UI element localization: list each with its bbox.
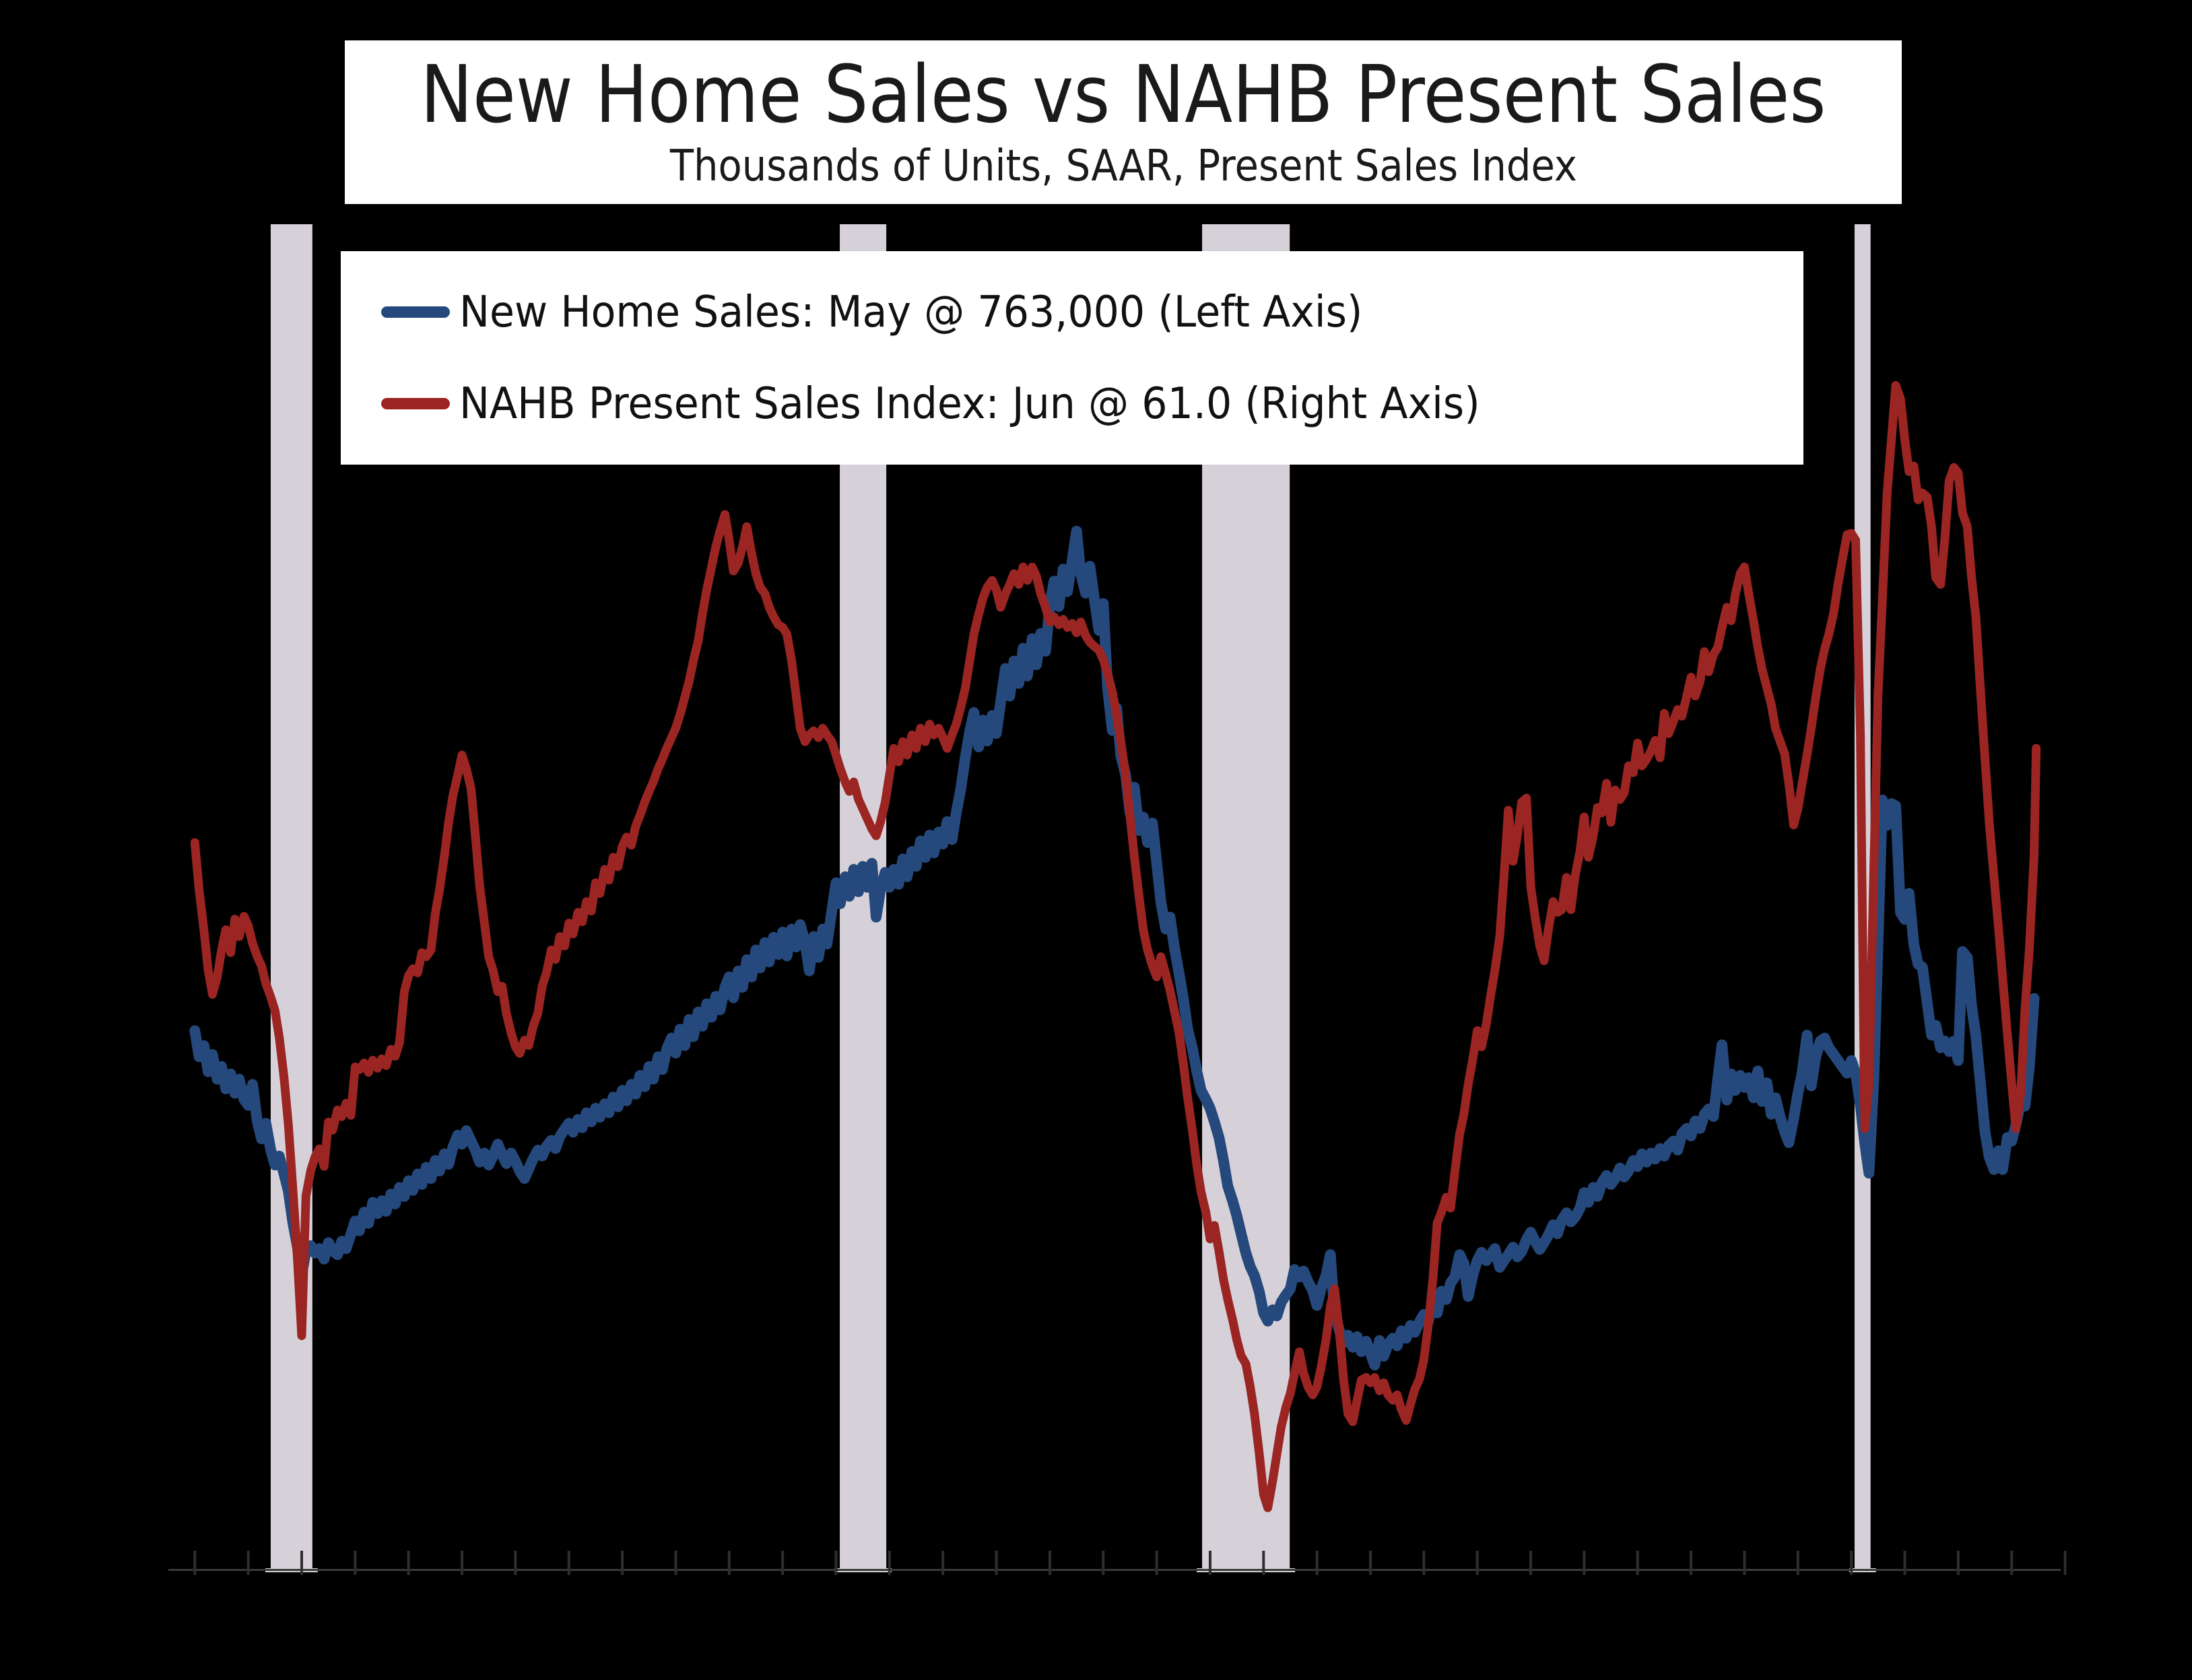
chart-subtitle: Thousands of Units, SAAR, Present Sales … xyxy=(669,141,1577,192)
new-home-sales-swatch-icon xyxy=(381,306,450,318)
legend-item-nahb-present-sales: NAHB Present Sales Index: Jun @ 61.0 (Ri… xyxy=(381,379,1803,429)
nahb-present-sales-swatch-icon xyxy=(381,398,450,409)
nahb-present-sales-line xyxy=(190,381,2041,1512)
legend-box: New Home Sales: May @ 763,000 (Left Axis… xyxy=(341,251,1803,465)
title-box: New Home Sales vs NAHB Present Sales Tho… xyxy=(345,40,1902,204)
nahb-present-sales-label: NAHB Present Sales Index: Jun @ 61.0 (Ri… xyxy=(459,378,1480,429)
new-home-sales-label: New Home Sales: May @ 763,000 (Left Axis… xyxy=(459,287,1363,337)
recession-band xyxy=(270,224,312,1568)
chart-title: New Home Sales vs NAHB Present Sales xyxy=(420,47,1826,141)
legend-item-new-home-sales: New Home Sales: May @ 763,000 (Left Axis… xyxy=(381,288,1803,337)
